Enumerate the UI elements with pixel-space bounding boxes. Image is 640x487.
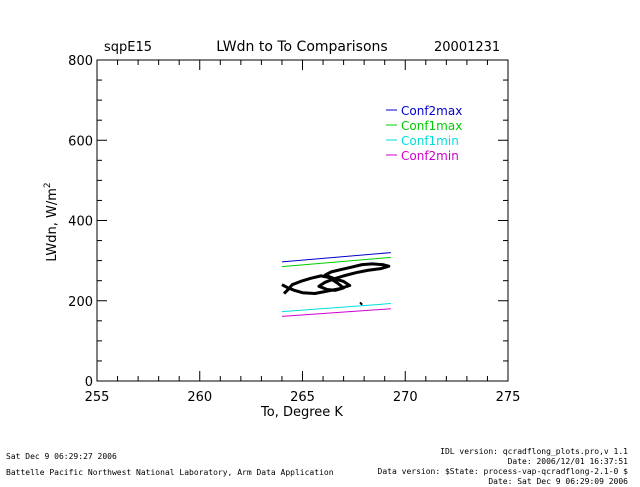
site-label: sqpE15 [104,40,152,55]
footer-org: Battelle Pacific Northwest National Labo… [6,468,334,477]
y-tick-label: 800 [68,54,93,69]
y-axis-label-main: LWdn, W/m [45,188,60,262]
footer-data-date: Date: Sat Dec 9 06:29:09 2006 [488,477,628,486]
series-line-conf1max [281,256,391,268]
series-line-conf2max [281,252,391,263]
y-axis-label: LWdn, W/m2 [43,182,60,261]
observations [281,262,391,306]
observation-trace [281,262,391,296]
footer-idl-date: Date: 2006/12/01 16:37:51 [507,457,628,466]
footer-idl-version: IDL version: qcradflong_plots.pro,v 1.1 [440,447,628,456]
y-tick-label: 600 [68,134,93,149]
x-tick-label: 260 [187,390,212,405]
observation-fragment [359,301,363,306]
y-tick-label: 0 [85,375,93,390]
x-tick-label: 275 [496,390,521,405]
date-label: 20001231 [434,40,500,55]
y-tick-label: 400 [68,215,93,230]
y-tick-labels: 0 200 400 600 800 [68,54,93,390]
y-tick-label: 200 [68,295,93,310]
legend-label-conf1max: Conf1max [401,119,462,133]
footer-right: IDL version: qcradflong_plots.pro,v 1.1 … [378,447,628,487]
legend-label-conf2max: Conf2max [401,104,462,118]
footer-data-version: Data version: $State: process-vap-qcradf… [377,467,628,476]
legend-label-conf1min: Conf1min [401,134,459,148]
x-tick-label: 255 [85,390,110,405]
series-line-conf1min [281,303,391,313]
x-tick-label: 265 [290,390,315,405]
axis-ticks [96,59,509,382]
chart-title: LWdn to To Comparisons [216,39,387,55]
x-tick-label: 270 [393,390,418,405]
x-axis-label: To, Degree K [260,405,343,420]
footer-timestamp: Sat Dec 9 06:29:27 2006 [6,452,117,461]
confidence-lines [281,252,391,317]
x-tick-labels: 255 260 265 270 275 [85,390,521,405]
legend-label-conf2min: Conf2min [401,149,459,163]
y-axis-label-superscript: 2 [43,182,53,188]
footer-left: Sat Dec 9 06:29:27 2006 Battelle Pacific… [6,452,334,478]
series-line-conf2min [281,308,391,317]
